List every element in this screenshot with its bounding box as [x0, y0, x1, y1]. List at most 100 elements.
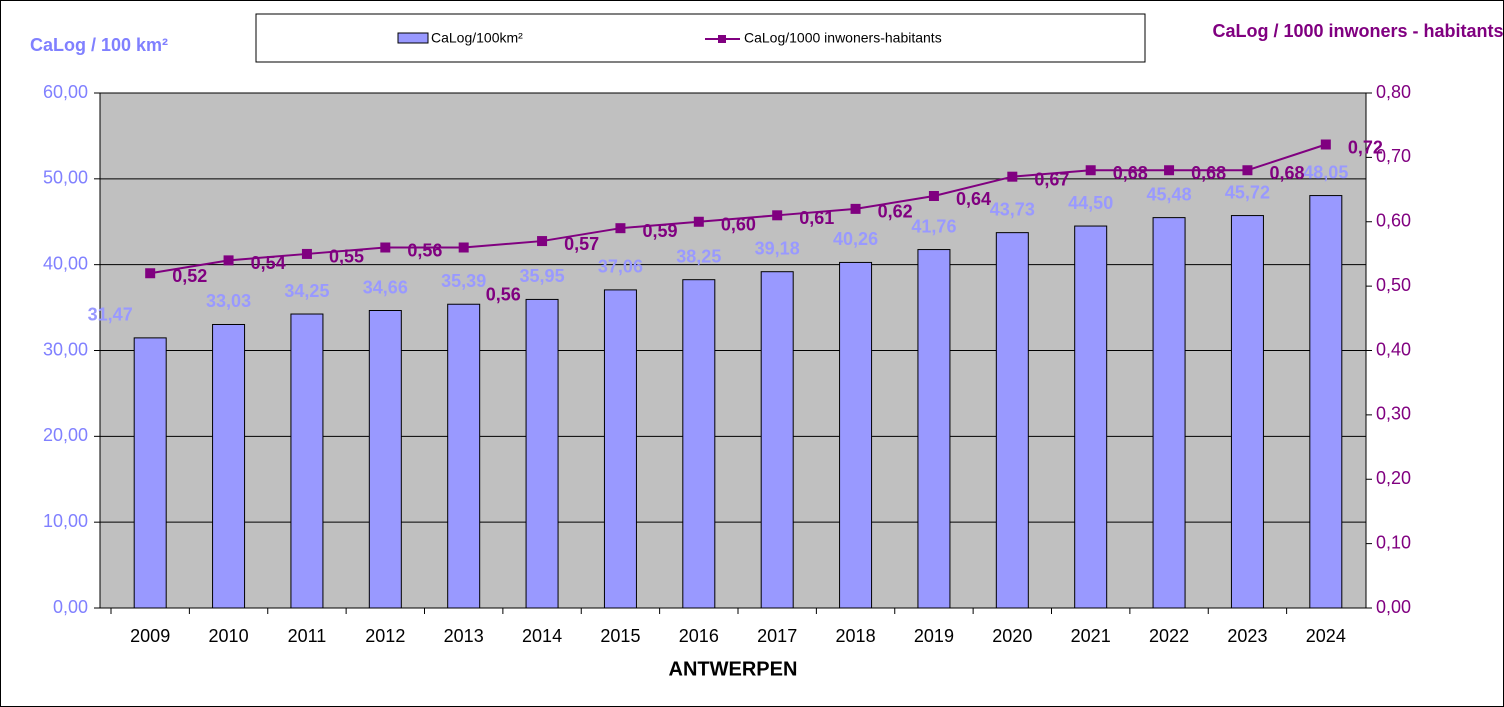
line	[150, 143, 1327, 275]
y2-tick-label: 0,40	[1376, 339, 1411, 359]
y2-axis-title: CaLog / 1000 inwoners - habitants	[1212, 21, 1504, 41]
bar	[995, 232, 1029, 609]
line-value-label: 0,56	[486, 284, 521, 304]
line-value-label: 0,57	[564, 234, 599, 254]
x-tick-label: 2016	[679, 626, 719, 646]
bar	[133, 337, 167, 609]
x-tick-label: 2009	[130, 626, 170, 646]
bar	[917, 249, 951, 609]
bar	[839, 261, 873, 609]
line-marker	[380, 242, 391, 253]
bar-value-label: 39,18	[755, 238, 800, 258]
bar	[1309, 195, 1343, 609]
x-tick-label: 2023	[1227, 626, 1267, 646]
bar-value-label: 41,76	[911, 216, 956, 236]
line-value-label: 0,61	[799, 208, 834, 228]
y-tick-label: 50,00	[43, 168, 88, 188]
bar	[603, 289, 637, 609]
bar	[212, 323, 246, 609]
line-marker	[615, 223, 626, 234]
bar	[525, 298, 559, 609]
line-marker	[693, 216, 704, 227]
legend-swatch	[397, 32, 429, 44]
bar	[682, 279, 716, 609]
line-value-label: 0,56	[407, 240, 442, 260]
x-tick-label: 2024	[1306, 626, 1346, 646]
line-marker	[1085, 165, 1096, 176]
x-tick-label: 2010	[209, 626, 249, 646]
y2-tick-label: 0,60	[1376, 211, 1411, 231]
y2-tick-label: 0,70	[1376, 146, 1411, 166]
bar-value-label: 44,50	[1068, 193, 1113, 213]
bar-value-label: 34,66	[363, 277, 408, 297]
line-marker	[145, 268, 156, 279]
legend-marker	[718, 35, 726, 43]
line-marker	[1320, 139, 1331, 150]
y-tick-label: 60,00	[43, 82, 88, 102]
y2-tick-label: 0,30	[1376, 404, 1411, 424]
line-value-label: 0,68	[1113, 163, 1148, 183]
y2-tick-label: 0,00	[1376, 597, 1411, 617]
y2-tick-label: 0,80	[1376, 82, 1411, 102]
legend-label: CaLog/100km²	[431, 30, 523, 46]
bar	[290, 313, 324, 609]
bar-value-label: 35,95	[520, 266, 565, 286]
y-tick-label: 10,00	[43, 511, 88, 531]
x-tick-label: 2020	[992, 626, 1032, 646]
legend-box	[255, 13, 1146, 63]
x-tick-label: 2015	[600, 626, 640, 646]
bar-value-label: 37,06	[598, 257, 643, 277]
line-value-label: 0,54	[251, 253, 286, 273]
x-tick-label: 2018	[836, 626, 876, 646]
bar-value-label: 45,72	[1225, 182, 1270, 202]
line-marker	[458, 242, 469, 253]
y-tick-label: 30,00	[43, 339, 88, 359]
x-tick-label: 2012	[365, 626, 405, 646]
line-value-label: 0,60	[721, 215, 756, 235]
line-value-label: 0,62	[878, 202, 913, 222]
x-axis-title: ANTWERPEN	[669, 658, 798, 680]
bar-value-label: 38,25	[676, 246, 721, 266]
bar	[1074, 225, 1108, 609]
bar-value-label: 48,05	[1303, 162, 1348, 182]
line-value-label: 0,67	[1034, 169, 1069, 189]
bar	[368, 310, 402, 609]
line-value-label: 0,52	[172, 266, 207, 286]
line-value-label: 0,72	[1348, 137, 1383, 157]
bar-value-label: 34,25	[284, 281, 329, 301]
x-tick-label: 2011	[288, 626, 327, 646]
line-value-label: 0,68	[1269, 163, 1304, 183]
line-marker	[537, 236, 548, 247]
y-tick-label: 0,00	[53, 597, 88, 617]
line-marker	[1164, 165, 1175, 176]
line-value-label: 0,59	[642, 221, 677, 241]
line-marker	[1242, 165, 1253, 176]
x-tick-label: 2022	[1149, 626, 1189, 646]
line-value-label: 0,64	[956, 189, 991, 209]
x-tick-label: 2014	[522, 626, 562, 646]
legend-label: CaLog/1000 inwoners-habitants	[744, 30, 942, 46]
line-marker	[850, 203, 861, 214]
bar	[1152, 217, 1186, 609]
line-marker	[1007, 171, 1018, 182]
line-value-label: 0,68	[1191, 163, 1226, 183]
line-marker	[772, 210, 783, 221]
x-tick-label: 2017	[757, 626, 797, 646]
bar-value-label: 45,48	[1147, 184, 1192, 204]
y-tick-label: 40,00	[43, 253, 88, 273]
x-tick-label: 2013	[444, 626, 484, 646]
y-axis-title: CaLog / 100 km²	[30, 35, 168, 55]
line-marker	[223, 255, 234, 266]
y2-tick-label: 0,10	[1376, 532, 1411, 552]
y2-tick-label: 0,20	[1376, 468, 1411, 488]
line-marker	[301, 248, 312, 259]
bar	[1230, 215, 1264, 609]
bar-value-label: 40,26	[833, 229, 878, 249]
y-tick-label: 20,00	[43, 425, 88, 445]
x-tick-label: 2021	[1071, 626, 1111, 646]
bar	[447, 303, 481, 609]
bar-value-label: 31,47	[88, 305, 133, 325]
bar	[760, 271, 794, 609]
